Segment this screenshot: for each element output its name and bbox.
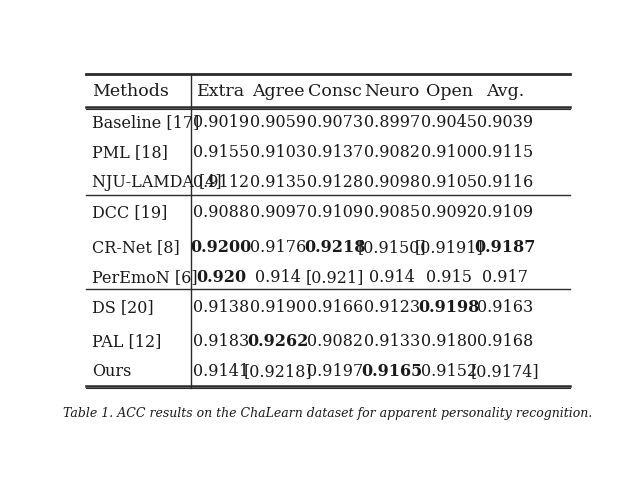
Text: 0.9168: 0.9168: [477, 333, 533, 349]
Text: 0.9187: 0.9187: [474, 238, 536, 256]
Text: CR-Net [8]: CR-Net [8]: [92, 238, 180, 256]
Text: PAL [12]: PAL [12]: [92, 333, 161, 349]
Text: 0.9133: 0.9133: [364, 333, 420, 349]
Text: PML [18]: PML [18]: [92, 144, 168, 161]
Text: 0.915: 0.915: [426, 268, 472, 285]
Text: NJU-LAMDA [4]: NJU-LAMDA [4]: [92, 174, 221, 191]
Text: 0.9138: 0.9138: [193, 298, 249, 315]
Text: 0.9200: 0.9200: [191, 238, 252, 256]
Text: [0.9218]: [0.9218]: [244, 363, 312, 379]
Text: PerEmoN [6]: PerEmoN [6]: [92, 268, 198, 285]
Text: 0.9039: 0.9039: [477, 114, 533, 131]
Text: 0.9180: 0.9180: [421, 333, 477, 349]
Text: 0.9163: 0.9163: [477, 298, 533, 315]
Text: [0.9174]: [0.9174]: [471, 363, 540, 379]
Text: Open: Open: [426, 83, 473, 100]
Text: 0.920: 0.920: [196, 268, 246, 285]
Text: 0.9092: 0.9092: [421, 204, 477, 221]
Text: 0.9105: 0.9105: [421, 174, 477, 191]
Text: 0.9082: 0.9082: [307, 333, 363, 349]
Text: 0.9088: 0.9088: [193, 204, 249, 221]
Text: 0.9098: 0.9098: [364, 174, 420, 191]
Text: 0.9190: 0.9190: [250, 298, 306, 315]
Text: 0.9085: 0.9085: [364, 204, 420, 221]
Text: 0.9141: 0.9141: [193, 363, 249, 379]
Text: 0.9123: 0.9123: [364, 298, 420, 315]
Text: 0.9218: 0.9218: [305, 238, 366, 256]
Text: 0.9165: 0.9165: [362, 363, 423, 379]
Text: Table 1. ACC results on the ChaLearn dataset for apparent personality recognitio: Table 1. ACC results on the ChaLearn dat…: [63, 407, 593, 419]
Text: 0.9109: 0.9109: [477, 204, 533, 221]
Text: 0.9166: 0.9166: [307, 298, 364, 315]
Text: 0.9176: 0.9176: [250, 238, 307, 256]
Text: 0.9152: 0.9152: [421, 363, 477, 379]
Text: Consc: Consc: [308, 83, 362, 100]
Text: 0.9197: 0.9197: [307, 363, 364, 379]
Text: [0.921]: [0.921]: [306, 268, 364, 285]
Text: Agree: Agree: [252, 83, 305, 100]
Text: 0.9128: 0.9128: [307, 174, 364, 191]
Text: Ours: Ours: [92, 363, 131, 379]
Text: 0.9112: 0.9112: [193, 174, 249, 191]
Text: 0.9198: 0.9198: [419, 298, 480, 315]
Text: 0.9109: 0.9109: [307, 204, 364, 221]
Text: 0.9059: 0.9059: [250, 114, 306, 131]
Text: Methods: Methods: [92, 83, 169, 100]
Text: 0.9045: 0.9045: [421, 114, 477, 131]
Text: DCC [19]: DCC [19]: [92, 204, 167, 221]
Text: 0.914: 0.914: [369, 268, 415, 285]
Text: 0.9100: 0.9100: [421, 144, 477, 161]
Text: 0.9137: 0.9137: [307, 144, 364, 161]
Text: 0.9103: 0.9103: [250, 144, 306, 161]
Text: 0.9155: 0.9155: [193, 144, 249, 161]
Text: 0.914: 0.914: [255, 268, 301, 285]
Text: Neuro: Neuro: [365, 83, 420, 100]
Text: 0.9262: 0.9262: [248, 333, 309, 349]
Text: 0.9115: 0.9115: [477, 144, 533, 161]
Text: Extra: Extra: [197, 83, 245, 100]
Text: 0.9135: 0.9135: [250, 174, 307, 191]
Text: Baseline [17]: Baseline [17]: [92, 114, 199, 131]
Text: 0.8997: 0.8997: [364, 114, 420, 131]
Text: 0.9082: 0.9082: [364, 144, 420, 161]
Text: 0.917: 0.917: [482, 268, 528, 285]
Text: Avg.: Avg.: [486, 83, 524, 100]
Text: 0.9097: 0.9097: [250, 204, 306, 221]
Text: [0.9191]: [0.9191]: [415, 238, 484, 256]
Text: 0.9116: 0.9116: [477, 174, 533, 191]
Text: 0.9073: 0.9073: [307, 114, 364, 131]
Text: 0.9019: 0.9019: [193, 114, 249, 131]
Text: [0.9150]: [0.9150]: [358, 238, 426, 256]
Text: DS [20]: DS [20]: [92, 298, 154, 315]
Text: 0.9183: 0.9183: [193, 333, 249, 349]
